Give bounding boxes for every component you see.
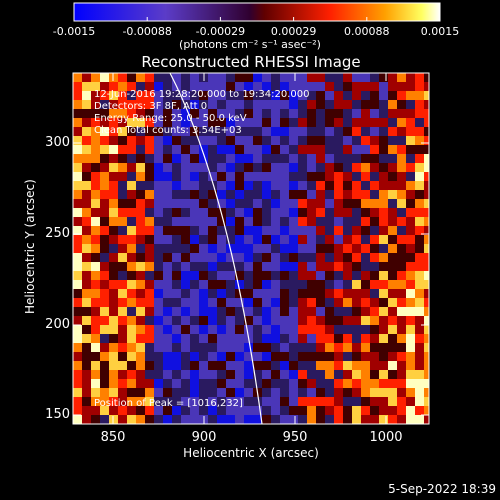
colorbar-tick-label: -0.00029: [195, 25, 246, 38]
annotation-energy: Energy Range: 25.0 - 50.0 keV: [94, 113, 247, 124]
y-tick-label: 300: [45, 135, 70, 150]
colorbar-tick-label: 0.00088: [344, 25, 390, 38]
x-tick-label: 850: [100, 430, 126, 445]
x-axis-label: Heliocentric X (arcsec): [183, 446, 319, 460]
annotation-peak-position: Position of Peak = [1016,232]: [94, 398, 243, 409]
annotation-time-range: 12-Jun-2016 19:28:20.000 to 19:34:20.000: [94, 89, 310, 100]
annotation-detectors: Detectors: 3F 8F, Att 0: [94, 101, 208, 112]
colorbar-units-label: (photons cm⁻² s⁻¹ asec⁻²): [179, 38, 321, 51]
plot-frame: [72, 72, 430, 425]
colorbar-tick-label: -0.0015: [52, 25, 96, 38]
footer-date: 5-Sep-2022 18:39: [388, 482, 496, 496]
x-tick-label: 900: [191, 430, 217, 445]
y-tick-label: 250: [45, 226, 70, 241]
y-tick-label: 150: [45, 407, 70, 422]
rhessi-image: [73, 73, 429, 424]
plot-title: Reconstructed RHESSI Image: [141, 53, 361, 71]
colorbar-tick-label: -0.00088: [122, 25, 172, 38]
colorbar: [73, 2, 441, 22]
x-tick-label: 950: [282, 430, 308, 445]
x-tick-label: 1000: [369, 430, 403, 445]
colorbar-tick-label: 0.00029: [270, 25, 317, 38]
annotation-clean: Clean Total counts: 3.54E+03: [94, 125, 242, 136]
colorbar-tick-label: 0.0015: [420, 25, 460, 38]
y-axis-label: Heliocentric Y (arcsec): [23, 179, 37, 314]
solar-limb-curve: [169, 73, 263, 424]
y-tick-label: 200: [45, 317, 70, 332]
